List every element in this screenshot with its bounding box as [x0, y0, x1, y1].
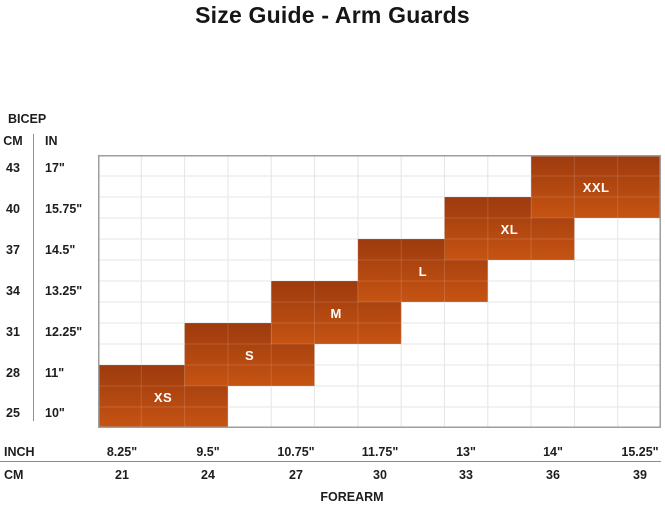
forearm-axis-divider: [0, 461, 661, 462]
forearm-inch-header: INCH: [4, 445, 35, 459]
bicep-tick-row: 28 11": [0, 365, 98, 381]
size-blocks: [98, 155, 661, 428]
bicep-tick-row: 40 15.75": [0, 201, 98, 217]
bicep-in-value: 11": [45, 366, 65, 380]
size-labels: XS S M L XL XXL: [154, 180, 610, 405]
bicep-cm-value: 31: [6, 325, 20, 339]
bicep-cm-value: 34: [6, 284, 20, 298]
bicep-cm-header: CM: [3, 134, 23, 148]
bicep-unit-divider: [33, 134, 34, 421]
bicep-cm-value: 25: [6, 406, 20, 420]
bicep-cm-value: 40: [6, 202, 20, 216]
bicep-in-header: IN: [45, 134, 58, 148]
size-block-xxl: [531, 155, 661, 218]
size-block-s: [184, 323, 315, 386]
forearm-cm-tick: 24: [201, 468, 215, 482]
forearm-inch-tick: 15.25": [621, 445, 659, 459]
forearm-cm-tick: 33: [459, 468, 473, 482]
bicep-in-value: 12.25": [45, 325, 83, 339]
forearm-inch-tick: 11.75": [361, 445, 399, 459]
bicep-in-value: 17": [45, 161, 65, 175]
bicep-tick-row: 43 17": [0, 160, 98, 176]
forearm-inch-tick: 9.5": [196, 445, 220, 459]
bicep-cm-value: 43: [6, 161, 20, 175]
bicep-tick-row: 31 12.25": [0, 324, 98, 340]
bicep-tick-row: 34 13.25": [0, 283, 98, 299]
bicep-tick-row: 37 14.5": [0, 242, 98, 258]
size-label-m: M: [331, 306, 342, 321]
forearm-inch-tick: 13": [456, 445, 476, 459]
bicep-in-value: 14.5": [45, 243, 76, 257]
bicep-tick-row: 25 10": [0, 405, 98, 421]
forearm-cm-tick: 30: [373, 468, 387, 482]
forearm-inch-tick: 8.25": [106, 445, 138, 459]
bicep-in-value: 15.75": [45, 202, 83, 216]
size-label-xl: XL: [501, 222, 519, 237]
bicep-in-value: 13.25": [45, 284, 83, 298]
size-label-xxl: XXL: [583, 180, 610, 195]
size-block-m: [271, 281, 402, 344]
forearm-cm-tick: 39: [633, 468, 647, 482]
bicep-in-value: 10": [45, 406, 65, 420]
size-block-xl: [444, 197, 575, 260]
size-label-xs: XS: [154, 390, 172, 405]
page-title: Size Guide - Arm Guards: [195, 2, 470, 28]
forearm-inch-tick: 10.75": [277, 445, 315, 459]
forearm-cm-tick: 36: [546, 468, 560, 482]
size-block-xs: [98, 365, 228, 428]
bicep-axis-label: BICEP: [8, 112, 47, 126]
bicep-cm-value: 37: [6, 243, 20, 257]
forearm-inch-tick: 14": [543, 445, 563, 459]
size-label-s: S: [245, 348, 254, 363]
forearm-cm-tick: 21: [115, 468, 129, 482]
size-block-l: [357, 239, 488, 302]
grid-overlay: [98, 155, 661, 428]
size-label-l: L: [419, 264, 427, 279]
forearm-cm-header: CM: [4, 468, 24, 482]
chart-border: [98, 155, 661, 428]
size-chart: XS S M L XL XXL: [98, 155, 661, 428]
forearm-cm-tick: 27: [289, 468, 303, 482]
bicep-cm-value: 28: [6, 366, 20, 380]
forearm-axis-label: FOREARM: [320, 490, 384, 504]
